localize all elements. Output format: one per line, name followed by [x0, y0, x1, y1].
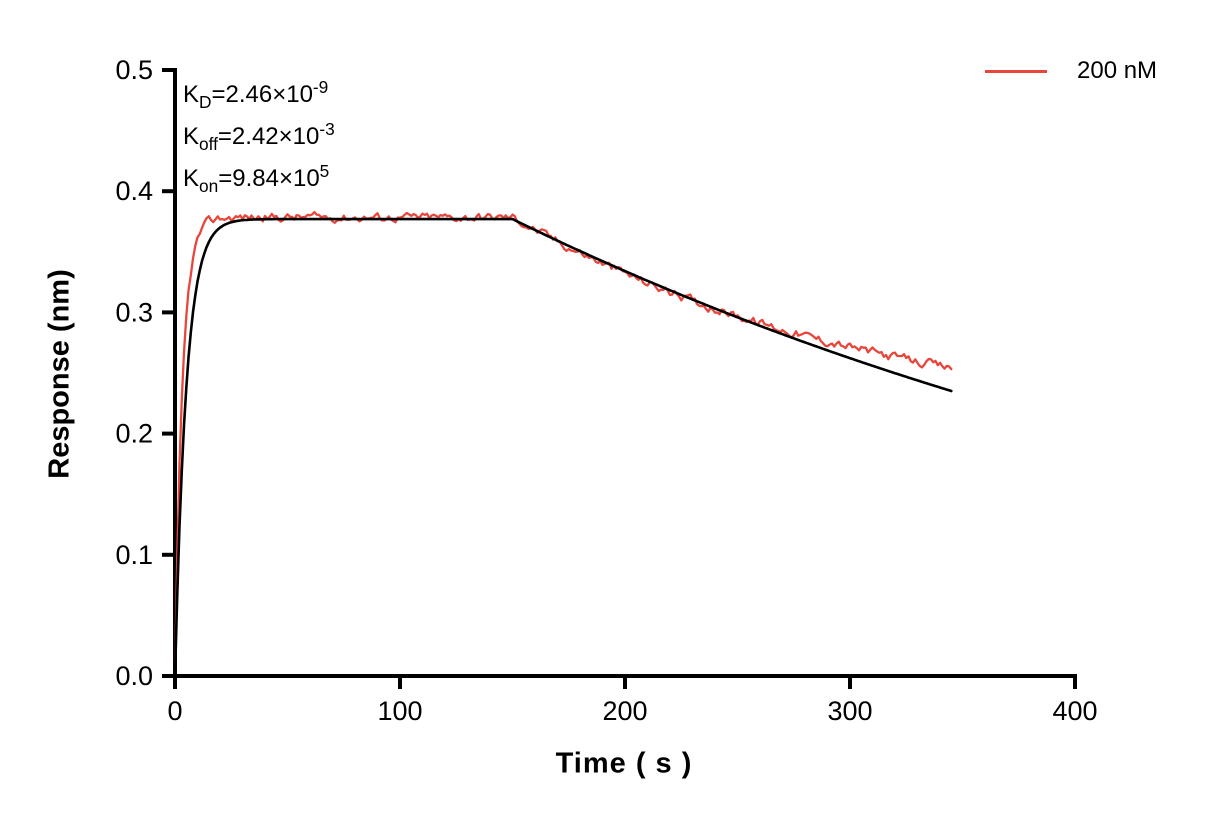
- kon-value: =9.84×10: [218, 165, 320, 192]
- axes-layer: 0 100 200 300 400 0.0 0.1 0.2 0.3 0.4 0.5: [115, 55, 1097, 726]
- kon-annotation: Kon=9.84×105: [183, 150, 335, 196]
- koff-base: K: [183, 123, 200, 150]
- x-tick-label: 300: [827, 696, 872, 726]
- koff-annotation: Koff=2.42×10-3: [183, 108, 335, 154]
- kd-sub: D: [199, 91, 212, 112]
- y-tick-label: 0.0: [115, 661, 153, 691]
- measured-series-line: [173, 210, 953, 678]
- legend-label: 200 nM: [1077, 57, 1158, 84]
- koff-sub: off: [199, 133, 218, 154]
- x-tick-label: 200: [602, 696, 647, 726]
- y-tick-label: 0.3: [115, 297, 153, 327]
- kon-base: K: [183, 165, 200, 192]
- kd-value: =2.46×10: [211, 81, 313, 108]
- legend: 200 nM: [985, 57, 1157, 85]
- x-tick-label: 100: [377, 696, 422, 726]
- x-axis-title: Time ( s ): [555, 747, 693, 780]
- kd-base: K: [183, 81, 200, 108]
- kinetics-annotations: KD=2.46×10-9 Koff=2.42×10-3 Kon=9.84×105: [183, 66, 335, 196]
- y-tick-label: 0.1: [115, 540, 153, 570]
- legend-line-swatch: [985, 69, 1047, 73]
- kon-exponent: 5: [319, 161, 330, 181]
- koff-value: =2.42×10: [217, 123, 320, 150]
- y-tick-label: 0.5: [115, 55, 153, 85]
- koff-exponent: -3: [319, 119, 335, 139]
- kon-sub: on: [199, 175, 219, 196]
- y-tick-label: 0.2: [115, 419, 153, 449]
- y-tick-label: 0.4: [115, 176, 153, 206]
- kd-exponent: -9: [312, 77, 329, 97]
- kd-annotation: KD=2.46×10-9: [183, 66, 335, 112]
- fit-series-line: [173, 217, 953, 678]
- x-tick-label: 400: [1052, 696, 1097, 726]
- x-tick-label: 0: [167, 696, 182, 726]
- y-axis-title: Response (nm): [43, 269, 76, 479]
